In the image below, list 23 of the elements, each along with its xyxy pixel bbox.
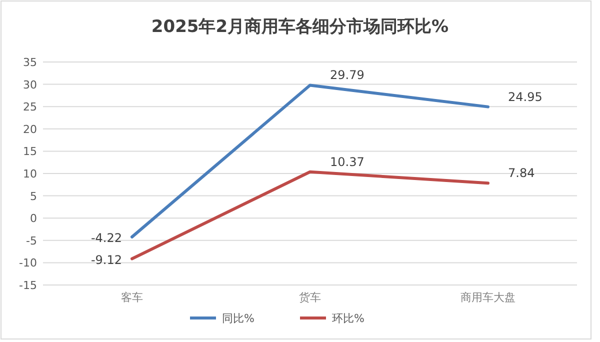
chart-title: 2025年2月商用车各细分市场同环比% (151, 17, 449, 37)
data-label: 10.37 (330, 154, 364, 169)
y-tick-label: 25 (23, 100, 37, 114)
legend-label: 同比% (222, 312, 254, 325)
data-label: 24.95 (508, 90, 542, 104)
legend-label: 环比% (332, 312, 364, 325)
data-label: -9.12 (90, 252, 122, 267)
x-tick-label: 商用车大盘 (460, 291, 516, 304)
y-tick-label: 0 (30, 212, 37, 226)
y-tick-label: -10 (19, 256, 37, 270)
x-tick-label: 客车 (121, 291, 143, 304)
y-tick-label: 5 (30, 190, 37, 203)
y-tick-label: 15 (23, 145, 37, 158)
data-label: -4.22 (90, 230, 122, 245)
y-tick-label: -15 (19, 279, 37, 292)
x-tick-label: 货车 (299, 291, 321, 304)
y-tick-label: 10 (23, 168, 37, 180)
y-tick-label: 20 (23, 122, 37, 136)
data-label: 29.79 (330, 68, 364, 82)
y-tick-label: 30 (23, 78, 37, 92)
y-tick-label: -5 (26, 234, 37, 248)
data-label: 7.84 (508, 166, 535, 180)
y-tick-label: 35 (23, 56, 37, 69)
